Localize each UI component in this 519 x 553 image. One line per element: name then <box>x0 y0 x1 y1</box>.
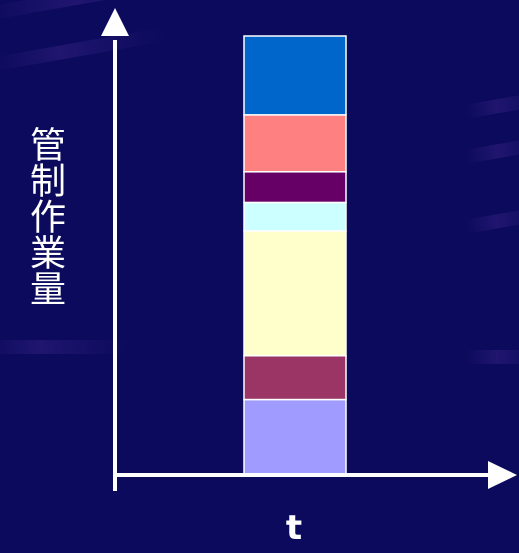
bar-segment-5 <box>243 171 347 204</box>
bar-segment-7 <box>243 35 347 116</box>
bar-segment-1 <box>243 398 347 475</box>
bar-segment-6 <box>243 114 347 173</box>
y-axis-label: 管制作業量 <box>24 126 65 306</box>
chart-axes <box>101 8 517 491</box>
bar-segment-3 <box>243 230 347 357</box>
background-streak <box>465 350 519 364</box>
x-axis-arrow-icon <box>488 461 517 489</box>
bar-stack <box>243 35 347 475</box>
background-streak <box>0 340 130 354</box>
y-axis-arrow-icon <box>101 8 129 36</box>
x-axis-label: t <box>285 508 303 548</box>
bar-segment-2 <box>243 354 347 401</box>
bar-segment-4 <box>243 201 347 232</box>
